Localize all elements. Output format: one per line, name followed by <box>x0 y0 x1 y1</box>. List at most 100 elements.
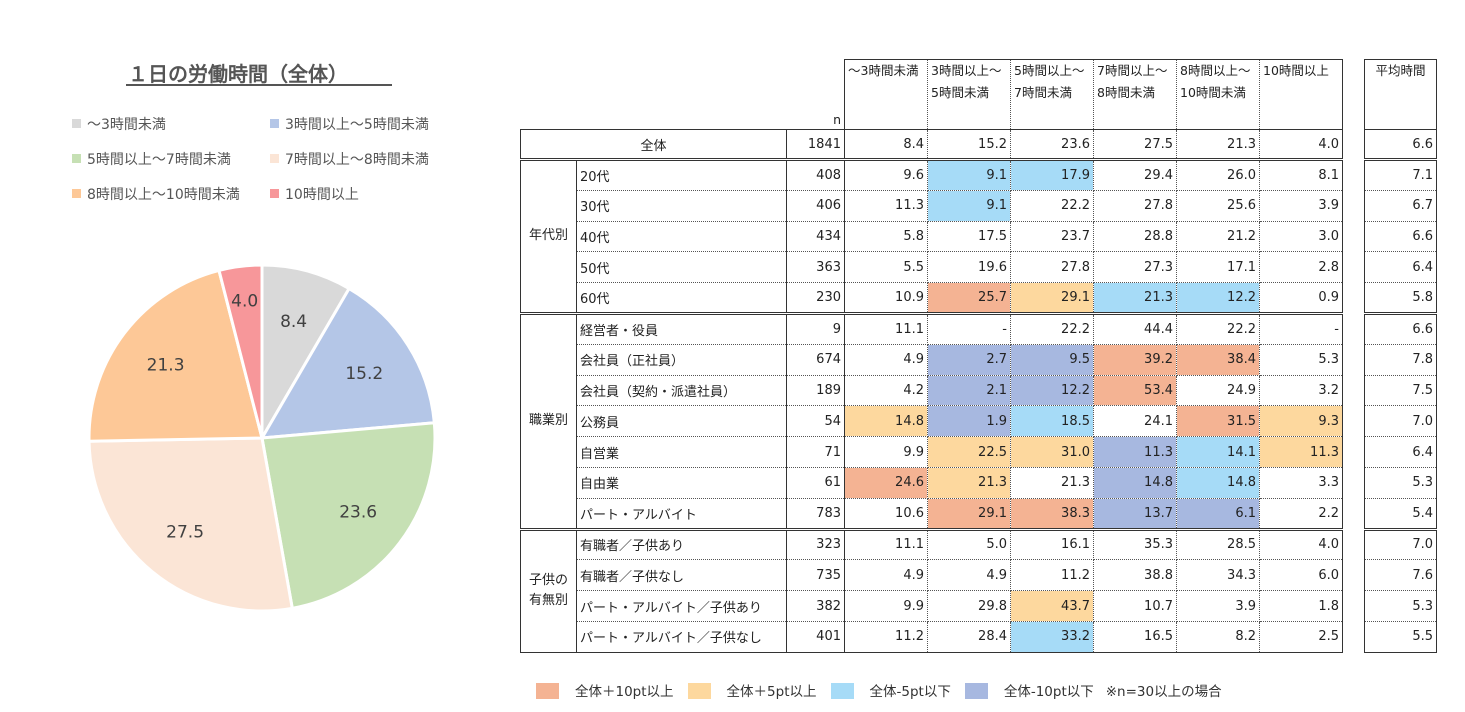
cell-value: 28.4 <box>927 621 1011 653</box>
cell-value: 28.8 <box>1093 221 1177 253</box>
table-gap <box>1343 283 1365 314</box>
legend-swatch <box>270 154 279 163</box>
highlight-swatch <box>536 683 559 699</box>
cell-average: 5.5 <box>1364 621 1437 653</box>
table-gap <box>1343 130 1365 160</box>
legend-swatch <box>72 154 81 163</box>
cell-value: 5.3 <box>1259 344 1343 376</box>
column-header-line: 8時間以上～ <box>1180 63 1251 78</box>
cell-average: 6.4 <box>1364 251 1437 284</box>
cell-value: 6.1 <box>1176 498 1260 531</box>
legend-swatch <box>72 119 81 128</box>
cell-average: 6.6 <box>1364 221 1437 253</box>
row-label: 60代 <box>576 282 787 315</box>
cell-value: 53.4 <box>1093 375 1177 407</box>
cell-value: 8.1 <box>1259 159 1343 191</box>
cell-value: 22.2 <box>1010 190 1094 222</box>
cell-n: 189 <box>786 375 845 407</box>
cell-value: 4.0 <box>1259 529 1343 561</box>
row-label: パート・アルバイト／子供あり <box>576 590 787 622</box>
cell-n: 363 <box>786 251 845 284</box>
cell-value: 21.3 <box>1176 129 1260 161</box>
pie-slice-label: 23.6 <box>339 503 377 523</box>
row-label: 会社員（正社員） <box>576 344 787 376</box>
highlight-label: 全体-10pt以下 <box>1003 684 1094 700</box>
cell-value: 19.6 <box>927 251 1011 284</box>
cell-value: 31.5 <box>1176 405 1260 438</box>
cell-value: 9.6 <box>844 159 928 191</box>
legend-swatch <box>270 119 279 128</box>
cell-value: 24.6 <box>844 467 928 499</box>
cell-value: 21.2 <box>1176 221 1260 253</box>
cell-value: 11.2 <box>1010 559 1094 592</box>
table-gap <box>1343 591 1365 622</box>
legend-label: ～3時間未満 <box>87 117 166 133</box>
cell-value: 4.9 <box>844 344 928 376</box>
table-gap <box>1343 160 1365 191</box>
column-header-line: 5時間未満 <box>931 85 989 100</box>
cell-value: 21.3 <box>1010 467 1094 499</box>
crosstab-table: n ～3時間未満 3時間以上～ 5時間未満 5時間以上～ 7時間未満 7時間以上～ 8時間未満… <box>520 59 1437 653</box>
column-header: 8時間以上～ 10時間未満 <box>1176 59 1260 130</box>
pie-slice-label: 21.3 <box>147 356 185 376</box>
cell-value: 29.4 <box>1093 159 1177 191</box>
column-header-line: ～3時間未満 <box>848 63 919 78</box>
table-gap <box>1343 60 1365 130</box>
cell-value: 11.3 <box>844 190 928 222</box>
highlight-legend-entry: 全体＋10pt以上 <box>536 680 674 700</box>
cell-average: 5.8 <box>1364 282 1437 315</box>
cell-value: 38.3 <box>1010 498 1094 531</box>
cell-value: 10.6 <box>844 498 928 531</box>
pie-slice-label: 4.0 <box>231 292 258 312</box>
cell-n: 408 <box>786 159 845 191</box>
cell-value: 10.9 <box>844 282 928 315</box>
pie-legend-entry: 3時間以上～5時間未満 <box>270 114 429 134</box>
pie-slice <box>260 263 352 444</box>
cell-n: 54 <box>786 405 845 438</box>
cell-value: 8.4 <box>844 129 928 161</box>
cell-value: 17.1 <box>1176 251 1260 284</box>
cell-value: 29.1 <box>1010 282 1094 315</box>
cell-value: 27.8 <box>1010 251 1094 284</box>
cell-value: 27.3 <box>1093 251 1177 284</box>
cell-value: 22.2 <box>1176 313 1260 345</box>
cell-value: 34.3 <box>1176 559 1260 592</box>
crosstab-table-wrap: n ～3時間未満 3時間以上～ 5時間未満 5時間以上～ 7時間未満 7時間以上～ 8時間未満… <box>520 59 1437 653</box>
pie-legend-entry: 5時間以上～7時間未満 <box>72 149 231 169</box>
cell-value: 27.8 <box>1093 190 1177 222</box>
cell-value: 4.9 <box>927 559 1011 592</box>
pie-slice-label: 8.4 <box>280 312 307 332</box>
cell-value: 44.4 <box>1093 313 1177 345</box>
cell-value: 21.3 <box>1093 282 1177 315</box>
cell-value: 13.7 <box>1093 498 1177 531</box>
highlight-swatch <box>687 683 711 699</box>
cell-value: 1.9 <box>927 405 1011 438</box>
row-label: 自由業 <box>576 467 787 499</box>
cell-n: 9 <box>786 313 845 345</box>
column-header-line: 7時間以上～ <box>1097 63 1168 78</box>
cell-average: 7.0 <box>1364 405 1437 438</box>
table-gap <box>1343 221 1365 252</box>
cell-n: 674 <box>786 344 845 376</box>
cell-value: 14.8 <box>1176 467 1260 499</box>
table-gap <box>1343 375 1365 406</box>
cell-value: 16.1 <box>1010 529 1094 561</box>
cell-value: 29.1 <box>927 498 1011 531</box>
cell-value: 5.0 <box>927 529 1011 561</box>
cell-value: 9.9 <box>844 590 928 622</box>
cell-n: 1841 <box>786 129 845 161</box>
cell-average: 6.4 <box>1364 436 1437 468</box>
cell-value: 22.5 <box>927 436 1011 468</box>
cell-value: 5.8 <box>844 221 928 253</box>
cell-value: 4.0 <box>1259 129 1343 161</box>
pie-legend-entry: 7時間以上～8時間未満 <box>270 149 429 169</box>
cell-n: 230 <box>786 282 845 315</box>
pie-title-underline <box>126 84 392 86</box>
row-label: 有職者／子供あり <box>576 529 787 561</box>
cell-n: 61 <box>786 467 845 499</box>
row-label: 会社員（契約・派遣社員） <box>576 375 787 407</box>
cell-value: 17.9 <box>1010 159 1094 191</box>
cell-value: 10.7 <box>1093 590 1177 622</box>
cell-value: 4.9 <box>844 559 928 592</box>
cell-value: 16.5 <box>1093 621 1177 653</box>
